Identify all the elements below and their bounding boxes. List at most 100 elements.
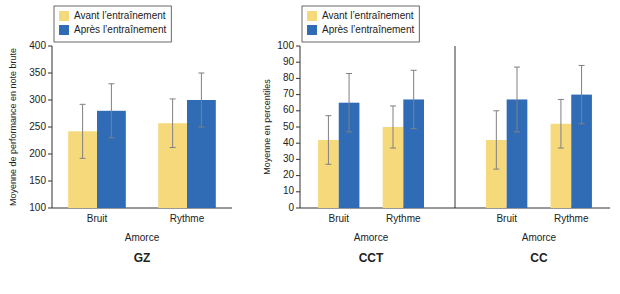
- error-bar-cap: [390, 105, 396, 106]
- legend-frame: [302, 6, 419, 42]
- y-tick: [296, 127, 300, 128]
- y-tick-label: 50: [283, 121, 295, 132]
- error-bar-line: [349, 74, 350, 132]
- error-bar: [108, 84, 114, 138]
- legend: Avant l’entraînement Après l’entraînement: [54, 6, 171, 42]
- y-tick: [48, 73, 52, 74]
- legend-swatch: [59, 11, 69, 21]
- error-bar: [390, 106, 396, 148]
- legend-item: Avant l’entraînement: [307, 10, 414, 21]
- y-axis: 0102030405060708090100Moyenne en percent…: [262, 40, 610, 213]
- error-bar-line: [393, 106, 394, 148]
- error-bar-cap: [108, 83, 114, 84]
- y-tick: [48, 208, 52, 209]
- x-axis-label: Amorce: [354, 232, 389, 243]
- x-axis-label: Amorce: [125, 232, 160, 243]
- legend-item: Après l’entraînement: [307, 24, 414, 35]
- plot-area: [68, 73, 216, 208]
- error-bar-line: [560, 99, 561, 148]
- x-axis-label: Amorce: [522, 232, 557, 243]
- legend-swatch: [307, 11, 317, 21]
- legend-item: Après l’entraînement: [59, 24, 166, 35]
- y-tick-label: 250: [29, 121, 46, 132]
- error-bar-line: [82, 104, 83, 158]
- error-bar: [325, 116, 331, 165]
- y-axis-label: Moyenne en percentiles: [262, 79, 272, 175]
- error-bar: [411, 70, 417, 128]
- y-tick: [296, 191, 300, 192]
- y-tick: [48, 100, 52, 101]
- y-tick: [296, 78, 300, 79]
- panel-title: GZ: [134, 251, 151, 265]
- chart: 100150200250300350400Moyenne de performa…: [0, 0, 620, 294]
- error-bar-cap: [514, 131, 520, 132]
- y-tick-label: 200: [29, 148, 46, 159]
- legend: Avant l’entraînement Après l’entraînement: [302, 6, 419, 42]
- y-axis-label: Moyenne de performance en note brute: [8, 48, 18, 206]
- legend-label: Avant l’entraînement: [74, 10, 166, 21]
- error-bar-line: [581, 65, 582, 123]
- error-bar-cap: [346, 73, 352, 74]
- error-bar-cap: [108, 137, 114, 138]
- error-bar-line: [201, 73, 202, 127]
- y-tick: [296, 143, 300, 144]
- error-bar: [198, 73, 204, 127]
- error-bar-cap: [579, 65, 585, 66]
- y-tick: [296, 175, 300, 176]
- error-bar-line: [413, 70, 414, 128]
- error-bar-cap: [514, 67, 520, 68]
- y-tick-label: 400: [29, 40, 46, 51]
- error-bar-cap: [80, 104, 86, 105]
- error-bar-cap: [346, 131, 352, 132]
- y-tick: [48, 181, 52, 182]
- error-bar: [493, 111, 499, 169]
- legend-label: Après l’entraînement: [322, 24, 414, 35]
- y-tick: [296, 110, 300, 111]
- error-bar-cap: [198, 73, 204, 74]
- legend-label: Avant l’entraînement: [322, 10, 414, 21]
- error-bar: [579, 65, 585, 123]
- y-tick: [48, 154, 52, 155]
- y-tick-label: 70: [283, 88, 295, 99]
- error-bar-line: [328, 116, 329, 165]
- x-tick-label: Rythme: [554, 213, 589, 224]
- x-tick-label: Rythme: [170, 213, 205, 224]
- x-tick-label: Bruit: [87, 213, 108, 224]
- error-bar-line: [517, 67, 518, 132]
- y-tick-label: 350: [29, 67, 46, 78]
- y-tick: [296, 46, 300, 47]
- error-bar-cap: [325, 164, 331, 165]
- error-bar: [346, 74, 352, 132]
- y-tick-label: 150: [29, 175, 46, 186]
- error-bar-line: [111, 84, 112, 138]
- error-bar-cap: [493, 110, 499, 111]
- x-tick-label: Bruit: [496, 213, 517, 224]
- error-bar-cap: [493, 169, 499, 170]
- error-bar-line: [172, 99, 173, 148]
- error-bar: [80, 104, 86, 158]
- y-tick-label: 20: [283, 169, 295, 180]
- error-bar-cap: [411, 128, 417, 129]
- error-bar: [170, 99, 176, 148]
- y-tick-label: 10: [283, 185, 295, 196]
- legend-swatch: [59, 25, 69, 35]
- error-bar: [514, 67, 520, 132]
- legend-swatch: [307, 25, 317, 35]
- error-bar-cap: [390, 148, 396, 149]
- y-tick-label: 60: [283, 104, 295, 115]
- y-tick: [296, 159, 300, 160]
- error-bar-cap: [325, 115, 331, 116]
- y-tick: [48, 46, 52, 47]
- error-bar-cap: [170, 98, 176, 99]
- legend-item: Avant l’entraînement: [59, 10, 166, 21]
- error-bar-line: [496, 111, 497, 169]
- y-tick: [296, 208, 300, 209]
- legend-frame: [54, 6, 171, 42]
- y-tick: [296, 94, 300, 95]
- error-bar-cap: [558, 99, 564, 100]
- y-tick-label: 80: [283, 72, 295, 83]
- group-separator: [455, 46, 456, 208]
- y-tick-label: 100: [277, 40, 294, 51]
- panel-title: CCT: [359, 251, 384, 265]
- error-bar-cap: [579, 123, 585, 124]
